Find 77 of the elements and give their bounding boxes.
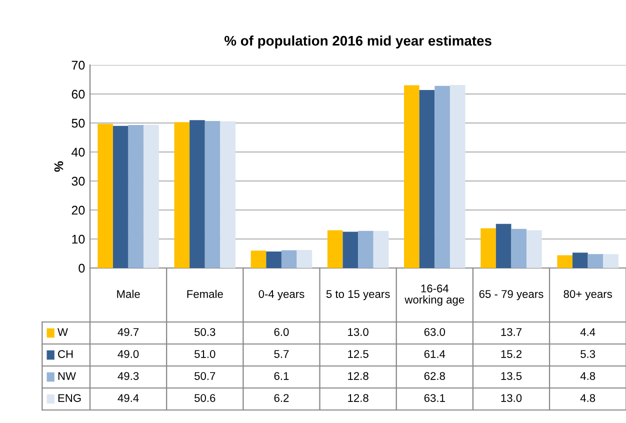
bar [419,90,435,268]
x-tick-label: 65 - 79 years [479,290,544,300]
data-label: 6.1 [274,372,289,380]
bar [342,232,358,268]
bar [480,228,496,268]
bar [358,230,374,268]
bar [250,250,266,268]
data-label: 49.3 [118,372,139,380]
bar [144,124,159,268]
data-label: 63.1 [424,394,445,402]
data-label: 50.7 [194,372,216,380]
y-tick-label: 50 [72,118,85,128]
data-label: 49.7 [118,328,139,336]
data-label: 63.0 [424,328,446,336]
y-tick-label: 60 [72,90,85,99]
x-tick-label: 0-4 years [258,290,304,300]
data-label: 13.0 [348,328,368,336]
bar [572,252,588,268]
data-label: 49.0 [118,350,139,358]
data-label: 51.0 [194,350,216,358]
data-label: 4.8 [580,372,596,380]
y-tick-label: 40 [72,148,85,157]
data-label: 6.2 [274,394,289,402]
data-label: 6.0 [274,328,289,336]
y-tick-label: 70 [72,60,85,70]
bar [174,122,190,268]
data-label: 62.8 [424,372,445,380]
y-tick-label: 20 [72,206,85,215]
bar [128,125,144,268]
bar [496,224,512,268]
bar [588,254,604,268]
bar [296,250,312,268]
data-label: 5.7 [274,350,289,358]
x-tick-label: 16-64 working age [404,284,464,306]
bar [98,124,113,268]
data-label: 12.8 [348,394,368,402]
y-axis-title: % [54,161,64,172]
bar [220,121,236,268]
x-tick-label: Male [117,290,140,298]
bar [557,255,573,268]
bar [450,85,466,268]
data-label: 5.3 [580,350,596,358]
data-label: 13.7 [501,328,522,336]
data-label: 15.2 [501,350,522,358]
y-tick-label: 30 [72,176,85,186]
bar [434,86,450,268]
bar [511,228,527,268]
legend-label: W [58,328,68,336]
y-tick-label: 10 [72,234,85,244]
bar [204,120,220,268]
bar [266,251,282,268]
data-label: 13.0 [501,394,522,402]
bar [112,126,128,268]
data-label: 4.8 [580,394,596,402]
bar [526,230,542,268]
bar [327,230,343,268]
data-label: 50.6 [194,394,216,402]
legend-label: NW [58,372,76,380]
x-tick-label: 5 to 15 years [326,290,390,300]
x-tick-label: Female [187,290,223,298]
chart-title: % of population 2016 mid year estimates [224,35,492,48]
y-tick-label: 0 [78,264,85,273]
bar [190,120,205,268]
data-label: 12.8 [348,372,368,380]
bar [281,250,297,268]
x-tick-label: 80+ years [564,290,612,300]
bar [404,85,420,268]
data-label: 12.5 [348,350,368,358]
bar [373,230,389,268]
data-label: 49.4 [118,394,139,402]
legend-label: ENG [58,394,81,402]
data-label: 4.4 [580,328,596,336]
legend-label: CH [58,350,73,358]
data-label: 50.3 [194,328,216,336]
data-label: 61.4 [424,350,446,358]
data-label: 13.5 [501,372,522,380]
bar [603,254,618,268]
